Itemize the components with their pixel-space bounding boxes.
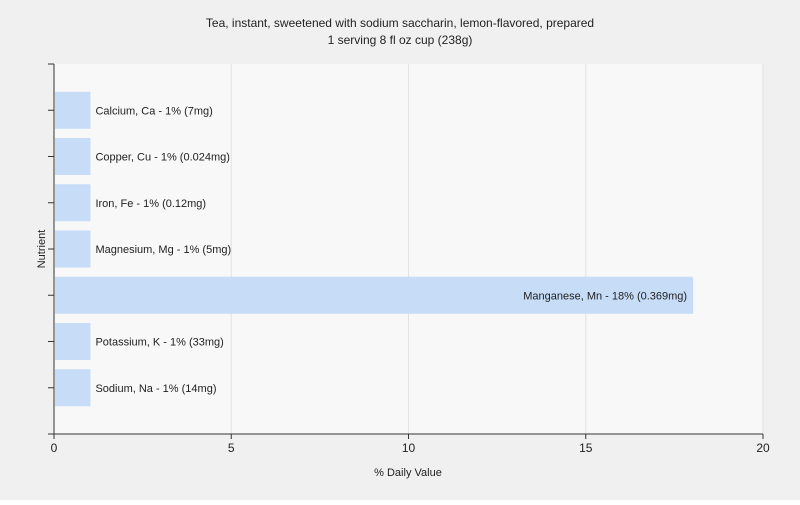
bar-label: Potassium, K - 1% (33mg) (95, 337, 223, 349)
bar (55, 369, 90, 406)
x-tick-label: 5 (228, 441, 235, 455)
x-tick-label: 0 (51, 441, 58, 455)
x-tick-label: 10 (402, 441, 416, 455)
bar (55, 92, 90, 129)
bar-label: Sodium, Na - 1% (14mg) (95, 383, 216, 395)
x-tick-label: 20 (756, 441, 770, 455)
bar-label: Iron, Fe - 1% (0.12mg) (95, 198, 206, 210)
bar-label: Calcium, Ca - 1% (7mg) (95, 105, 212, 117)
bar (55, 184, 90, 221)
chart-title: Tea, instant, sweetened with sodium sacc… (206, 16, 594, 30)
chart-subtitle: 1 serving 8 fl oz cup (238g) (328, 33, 473, 47)
bar (55, 138, 90, 175)
bar-label: Magnesium, Mg - 1% (5mg) (95, 244, 231, 256)
x-axis-label: % Daily Value (374, 467, 442, 479)
bar (55, 231, 90, 268)
bar (55, 323, 90, 360)
bar-label: Copper, Cu - 1% (0.024mg) (95, 152, 230, 164)
y-axis-label: Nutrient (36, 230, 48, 269)
x-tick-label: 15 (579, 441, 593, 455)
bar-label: Manganese, Mn - 18% (0.369mg) (523, 290, 687, 302)
